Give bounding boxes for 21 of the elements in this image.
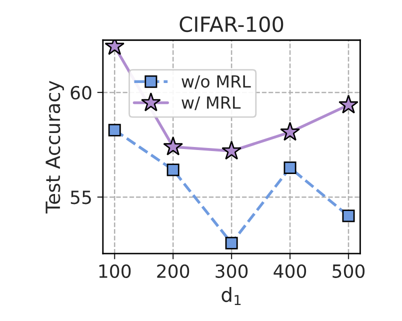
point	[284, 162, 296, 174]
x-tick-label: 400	[274, 264, 306, 278]
point	[163, 136, 184, 156]
point	[108, 124, 121, 136]
point	[166, 164, 180, 176]
y-tick-label: 60	[70, 86, 92, 100]
x-tick-label: 200	[157, 264, 190, 278]
point	[338, 94, 358, 114]
chart-title: CIFAR-100	[180, 16, 284, 32]
point	[225, 236, 238, 250]
point	[280, 122, 300, 141]
x-axis-title: d$_{1}$	[222, 287, 241, 305]
y-axis-title: Test Accuracy	[46, 80, 64, 214]
legend-label: w/o MRL	[182, 75, 251, 90]
point	[222, 140, 242, 160]
legend-label: w/ MRL	[182, 96, 241, 110]
y-tick-label: 55	[70, 190, 91, 204]
x-tick-label: 300	[216, 264, 248, 278]
x-tick-label: 100	[99, 264, 131, 278]
point	[342, 210, 355, 222]
x-tick-label: 500	[332, 264, 365, 278]
